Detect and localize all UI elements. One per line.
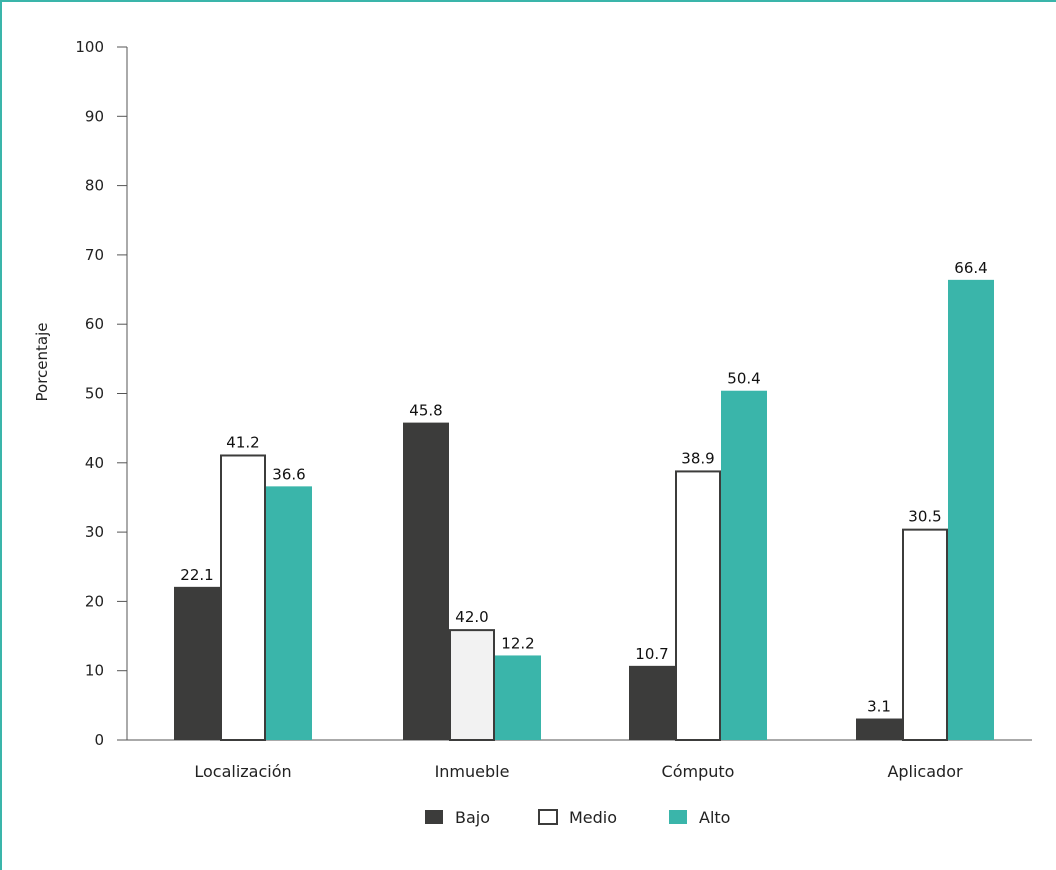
x-tick-label: Cómputo bbox=[662, 762, 735, 781]
bar-medio-0 bbox=[220, 454, 266, 741]
x-axis: Localización Inmueble Cómputo Aplicador bbox=[127, 739, 1032, 781]
bar-bajo-3 bbox=[856, 718, 902, 740]
y-axis: 0 10 20 30 40 50 60 70 80 90 100 bbox=[75, 38, 128, 749]
y-tick-label: 90 bbox=[85, 107, 104, 125]
bar-alto-0 bbox=[266, 486, 312, 740]
value-labels: 22.1 41.2 36.6 45.8 42.0 12.2 10.7 38.9 50.4 3.1 3… bbox=[180, 259, 987, 716]
legend-label-alto: Alto bbox=[699, 808, 730, 827]
bar-medio-3 bbox=[902, 528, 948, 742]
data-label: 3.1 bbox=[867, 698, 891, 716]
y-tick-label: 30 bbox=[85, 523, 104, 541]
y-axis-title: Porcentaje bbox=[33, 323, 51, 402]
legend: Bajo Medio Alto bbox=[425, 808, 730, 827]
data-label: 36.6 bbox=[272, 465, 305, 483]
y-tick-label: 100 bbox=[75, 38, 104, 56]
x-tick-label: Inmueble bbox=[435, 762, 510, 781]
data-label: 38.9 bbox=[681, 449, 714, 467]
legend-label-bajo: Bajo bbox=[455, 808, 490, 827]
legend-swatch-medio bbox=[538, 809, 558, 825]
y-tick-label: 0 bbox=[94, 731, 104, 749]
bar-bajo-1 bbox=[403, 422, 449, 740]
data-label: 10.7 bbox=[635, 645, 668, 663]
y-tick-label: 70 bbox=[85, 246, 104, 264]
data-label: 12.2 bbox=[501, 634, 534, 652]
data-label: 41.2 bbox=[226, 433, 259, 451]
data-label: 42.0 bbox=[455, 608, 488, 626]
data-label: 45.8 bbox=[409, 402, 442, 420]
legend-label-medio: Medio bbox=[569, 808, 617, 827]
y-tick-label: 80 bbox=[85, 177, 104, 195]
bar-bajo-0 bbox=[174, 586, 220, 740]
y-tick-label: 10 bbox=[85, 662, 104, 680]
legend-swatch-alto bbox=[669, 810, 687, 824]
bar-bajo-2 bbox=[629, 665, 675, 740]
data-label: 50.4 bbox=[727, 370, 760, 388]
y-tick-label: 20 bbox=[85, 592, 104, 610]
y-tick-label: 50 bbox=[85, 385, 104, 403]
y-tick-label: 40 bbox=[85, 454, 104, 472]
bar-alto-2 bbox=[721, 390, 767, 740]
data-label: 66.4 bbox=[954, 259, 987, 277]
data-label: 22.1 bbox=[180, 566, 213, 584]
bar-medio-2 bbox=[675, 470, 721, 741]
bar-medio-1 bbox=[449, 629, 495, 741]
x-tick-label: Aplicador bbox=[887, 762, 963, 781]
legend-swatch-bajo bbox=[425, 810, 443, 824]
x-tick-label: Localización bbox=[194, 762, 291, 781]
data-label: 30.5 bbox=[908, 508, 941, 526]
bars bbox=[174, 279, 994, 742]
bar-alto-3 bbox=[948, 279, 994, 740]
bar-alto-1 bbox=[495, 655, 541, 740]
y-tick-label: 60 bbox=[85, 315, 104, 333]
